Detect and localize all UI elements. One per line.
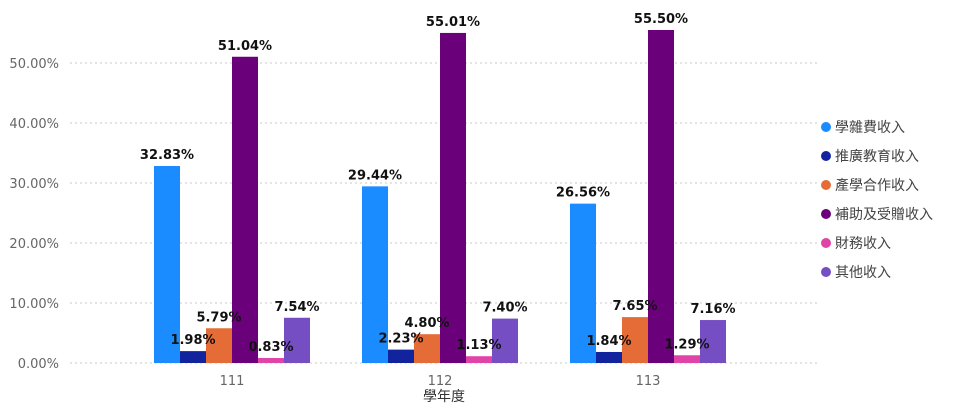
data-label: 1.84% [586,334,631,349]
legend-label: 推廣教育收入 [835,148,919,165]
data-label: 55.50% [634,12,688,27]
y-tick-label: 40.00% [9,117,59,132]
bar[interactable] [466,356,492,363]
bar[interactable] [674,355,700,363]
bar[interactable] [206,328,232,363]
legend-item[interactable]: 產學合作收入 [821,177,919,194]
data-label: 1.13% [456,338,501,353]
legend-marker [821,122,831,132]
data-label: 1.29% [664,337,709,352]
data-labels: 32.83% 1.98% 5.79% 51.04% 0.83% 7.54% 29.44% 2.… [140,12,736,355]
data-label: 7.16% [690,302,735,317]
legend-label: 補助及受贈收入 [835,207,933,223]
x-tick-label: 112 [428,374,453,389]
legend-item[interactable]: 補助及受贈收入 [821,207,933,223]
data-label: 7.65% [612,299,657,314]
bar[interactable] [180,351,206,363]
data-label: 7.54% [274,300,319,315]
y-tick-label: 0.00% [18,357,59,372]
legend-label: 學雜費收入 [835,120,905,136]
bar[interactable] [362,186,388,363]
data-label: 7.40% [482,301,527,316]
legend-item[interactable]: 推廣教育收入 [821,148,919,165]
data-label: 55.01% [426,15,480,30]
legend-label: 其他收入 [835,265,891,281]
legend-marker [821,267,831,277]
legend-label: 財務收入 [835,236,891,252]
legend-marker [821,238,831,248]
data-label: 2.23% [378,332,423,347]
bar[interactable] [232,56,258,363]
y-tick-label: 10.00% [9,297,59,312]
data-label: 29.44% [348,168,402,183]
bar[interactable] [648,30,674,363]
bar[interactable] [492,318,518,363]
y-tick-label: 20.00% [9,237,59,252]
x-axis-ticks: 111 112 113 [220,374,661,389]
bar[interactable] [284,317,310,363]
legend-label: 產學合作收入 [835,177,919,194]
data-label: 1.98% [170,333,215,348]
legend-marker [821,209,831,219]
x-tick-label: 113 [636,374,661,389]
bar[interactable] [258,358,284,363]
y-axis-ticks: 0.00% 10.00% 20.00% 30.00% 40.00% 50.00% [9,57,59,372]
data-label: 4.80% [404,316,449,331]
bars [154,30,726,363]
legend-marker [821,151,831,161]
bar[interactable] [700,320,726,363]
data-label: 5.79% [196,310,241,325]
bar[interactable] [154,166,180,363]
y-tick-label: 30.00% [9,177,59,192]
bar[interactable] [622,317,648,363]
legend-item[interactable]: 其他收入 [821,265,891,281]
x-tick-label: 111 [220,374,245,389]
x-axis-title: 學年度 [423,389,465,405]
bar[interactable] [596,351,622,363]
data-label: 51.04% [218,39,272,54]
bar[interactable] [570,203,596,363]
legend-marker [821,180,831,190]
legend-item[interactable]: 財務收入 [821,236,891,252]
data-label: 26.56% [556,186,610,201]
y-tick-label: 50.00% [9,57,59,72]
bar[interactable] [388,349,414,363]
bar[interactable] [414,334,440,363]
data-label: 0.83% [248,340,293,355]
data-label: 32.83% [140,148,194,163]
legend-item[interactable]: 學雜費收入 [821,120,905,136]
bar[interactable] [440,32,466,363]
